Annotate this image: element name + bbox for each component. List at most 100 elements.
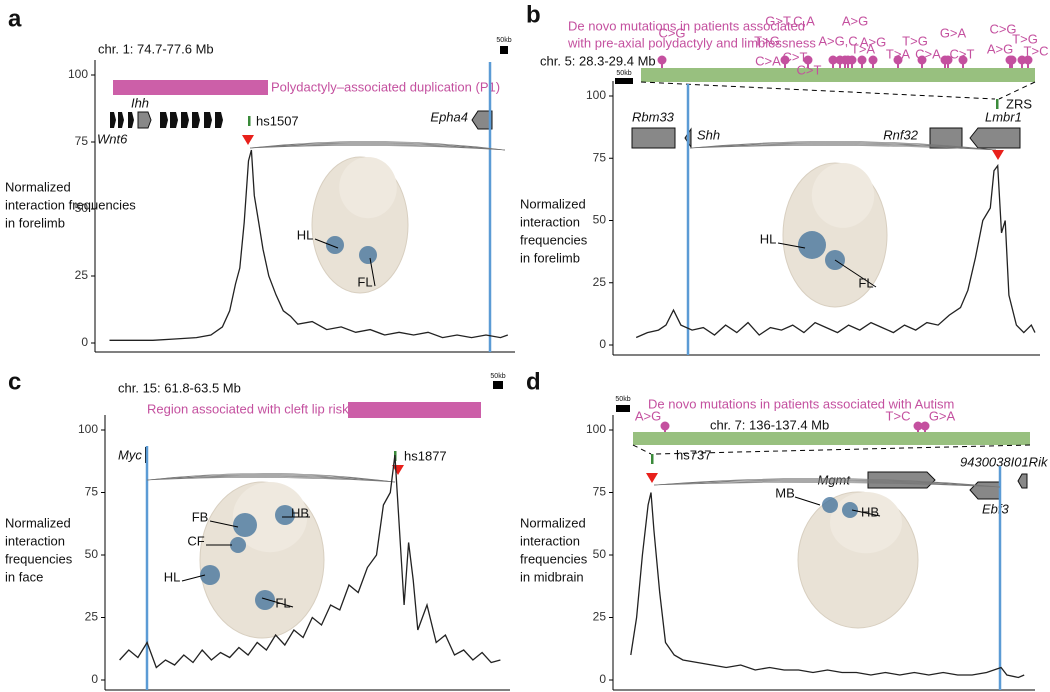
y-axis-label: Normalized — [520, 515, 586, 530]
enhancer-label: hs1877 — [404, 448, 447, 463]
y-tick-label: 25 — [593, 275, 607, 289]
mutation-label: A>G,C — [818, 33, 857, 48]
gene-label: Ebf3 — [982, 501, 1010, 516]
element-bar — [641, 68, 1035, 82]
mutation-label: A>G — [635, 408, 661, 423]
gene-label: 9430038I01Rik — [960, 454, 1049, 469]
interaction-arc — [249, 141, 506, 151]
interaction-arc — [653, 480, 1001, 488]
embryo-label: FL — [357, 274, 372, 289]
leader-line — [181, 574, 206, 582]
mutation-dot — [1023, 55, 1033, 65]
mutation-label: C>T — [950, 46, 975, 61]
peak-marker — [392, 465, 404, 475]
leader-line — [261, 597, 294, 608]
interaction-arc — [249, 144, 506, 151]
embryo-label: HL — [760, 231, 777, 246]
mutation-label: C>G — [989, 21, 1016, 36]
embryo-head — [339, 157, 397, 219]
y-tick-label: 100 — [78, 422, 98, 436]
y-tick-label: 100 — [586, 422, 606, 436]
region-bar — [113, 80, 268, 95]
y-tick-label: 0 — [599, 337, 606, 351]
mutation-label: G>A — [940, 25, 967, 40]
interaction-arc — [146, 474, 396, 483]
gene-label: Mgmt — [818, 472, 852, 487]
leader-line — [834, 259, 877, 288]
expression-spot — [842, 502, 858, 518]
embryo-label: HL — [297, 227, 314, 242]
title: De novo mutations in patients associated… — [648, 396, 954, 411]
leader-line — [851, 509, 881, 517]
gene-label: Ihh — [131, 95, 149, 110]
scale-bar — [493, 381, 503, 389]
peak-marker — [992, 150, 1004, 160]
leader-line — [314, 238, 339, 249]
y-axis-label: in midbrain — [520, 569, 584, 584]
y-tick-label: 50 — [593, 547, 607, 561]
y-tick-label: 50 — [85, 547, 99, 561]
panel-label: c — [8, 368, 21, 395]
mutation-dot — [660, 421, 670, 431]
y-axis-label: in forelimb — [520, 250, 580, 265]
gene-label: Epha4 — [430, 109, 468, 124]
mutation-dot — [803, 55, 813, 65]
embryo-head — [811, 163, 875, 228]
expression-spot — [326, 236, 344, 254]
y-axis-label: in forelimb — [5, 215, 65, 230]
expression-spot — [255, 590, 275, 610]
embryo-label: FL — [858, 275, 873, 290]
interaction-arc — [653, 478, 1001, 488]
interaction-arc — [146, 473, 396, 483]
mutation-label: A>G — [842, 13, 868, 28]
y-tick-label: 25 — [593, 610, 607, 624]
title: De novo mutations in patients associated — [568, 18, 805, 33]
enhancer-label: hs737 — [676, 447, 711, 462]
y-tick-label: 75 — [593, 485, 607, 499]
leader-line — [369, 257, 376, 287]
mutation-dot — [780, 55, 790, 65]
leader-line — [209, 520, 239, 528]
gene-glyphs — [631, 127, 1021, 149]
expression-spot — [798, 231, 826, 259]
y-axis-label: frequencies — [5, 551, 73, 566]
expression-spot — [822, 497, 838, 513]
mutation-label: T>G — [902, 33, 928, 48]
gene-glyphs — [867, 471, 1028, 500]
scale-label: 50kb — [496, 37, 511, 44]
region: chr. 7: 136-137.4 Mb — [710, 417, 829, 432]
y-axis-label: Normalized — [520, 196, 586, 211]
scale-bar — [616, 405, 630, 412]
embryo-head — [830, 491, 902, 554]
y-tick-label: 75 — [75, 134, 89, 148]
y-tick-label: 75 — [593, 150, 607, 164]
embryo-label: MB — [775, 485, 795, 500]
region: chr. 1: 74.7-77.6 Mb — [98, 41, 214, 56]
y-axis-label: interaction — [520, 533, 580, 548]
mutation-label: C>A — [915, 46, 941, 61]
mutation-label: T>C — [886, 408, 911, 423]
mutation-dot — [958, 55, 968, 65]
panel-label: b — [526, 1, 541, 28]
y-tick-label: 25 — [75, 268, 89, 282]
interaction-line — [635, 163, 1036, 339]
interaction-arc — [146, 476, 396, 483]
y-tick-label: 75 — [85, 485, 99, 499]
mutation-dot — [828, 55, 838, 65]
expression-spot — [275, 505, 295, 525]
leader-line — [794, 496, 821, 506]
interaction-arc — [653, 481, 1001, 488]
mutation-label: A>G — [860, 34, 886, 49]
y-tick-label: 0 — [81, 335, 88, 349]
embryo-label: CF — [187, 533, 204, 548]
interaction-line — [109, 149, 509, 341]
interaction-line — [119, 454, 501, 669]
embryo-label: FL — [275, 595, 290, 610]
interaction-arc — [249, 143, 506, 151]
gene-glyphs — [110, 110, 493, 130]
y-tick-label: 0 — [599, 672, 606, 686]
y-axis-label: in face — [5, 569, 43, 584]
scale-bar — [500, 46, 508, 54]
mutation-dot — [917, 55, 927, 65]
y-axis-label: Normalized — [5, 179, 71, 194]
